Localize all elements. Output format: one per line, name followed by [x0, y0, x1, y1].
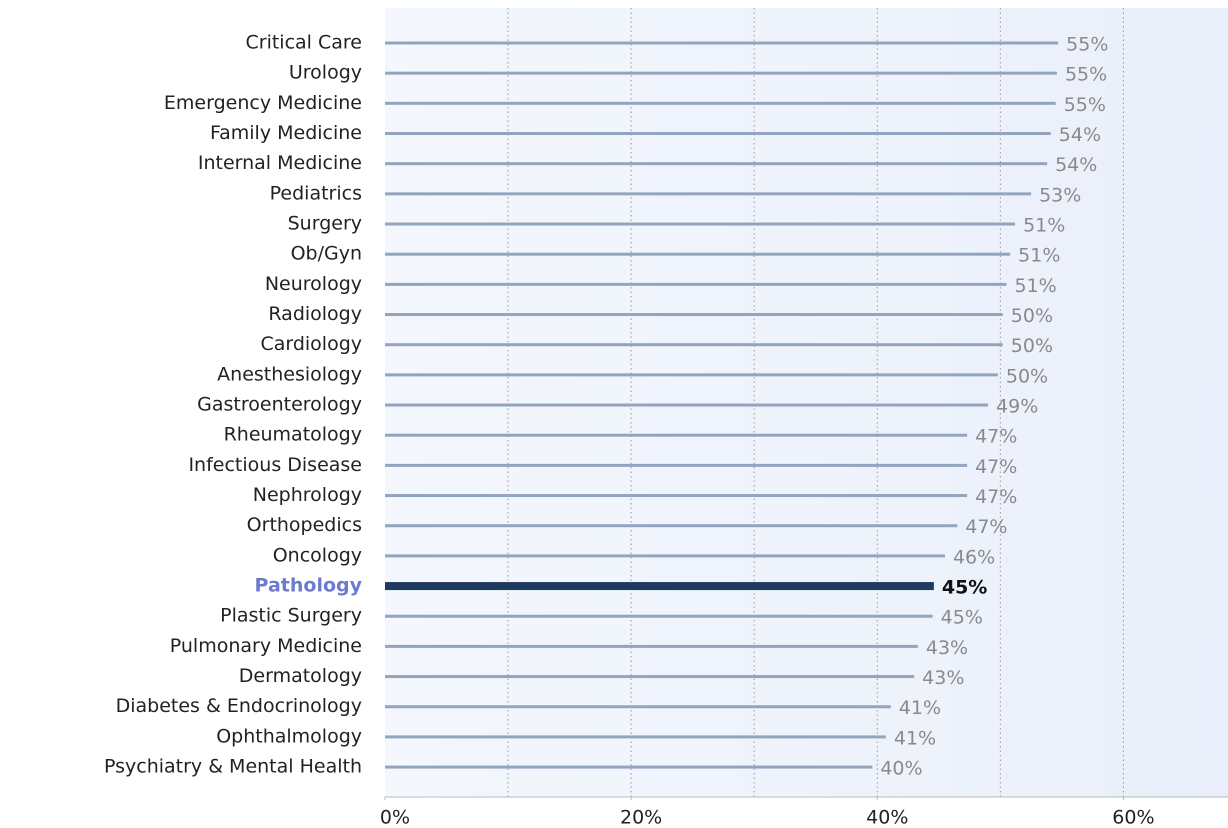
value-label: 55% — [1066, 34, 1108, 56]
category-label: Urology — [289, 62, 362, 84]
category-label: Rheumatology — [224, 424, 362, 446]
category-label: Internal Medicine — [198, 152, 362, 174]
bar — [385, 675, 915, 679]
bar — [385, 252, 1011, 256]
bar — [385, 222, 1016, 226]
value-label: 55% — [1064, 94, 1106, 116]
category-label: Infectious Disease — [188, 454, 362, 476]
value-label: 46% — [953, 546, 995, 568]
category-label: Oncology — [273, 544, 362, 566]
bar — [385, 313, 1003, 317]
category-label: Pathology — [255, 575, 363, 597]
bar — [385, 282, 1007, 286]
bar — [385, 644, 918, 648]
category-label: Psychiatry & Mental Health — [104, 756, 362, 778]
value-label: 45% — [941, 607, 983, 629]
bar — [385, 765, 873, 769]
value-label: 41% — [899, 697, 941, 719]
value-label: 43% — [922, 667, 964, 689]
value-label: 41% — [894, 727, 936, 749]
bar — [385, 132, 1051, 136]
value-label: 55% — [1065, 64, 1107, 86]
bar — [385, 705, 891, 709]
category-label: Critical Care — [246, 32, 363, 54]
category-label: Radiology — [268, 303, 362, 325]
category-label: Dermatology — [239, 665, 362, 687]
bar — [385, 494, 968, 498]
category-label: Family Medicine — [210, 122, 362, 144]
bar — [385, 41, 1059, 45]
value-label: 45% — [942, 577, 987, 599]
category-label: Pulmonary Medicine — [170, 635, 362, 657]
category-label: Plastic Surgery — [220, 605, 362, 627]
category-label: Surgery — [288, 213, 362, 235]
bar — [385, 192, 1032, 196]
bar — [385, 582, 934, 591]
value-label: 40% — [880, 758, 922, 780]
bar — [385, 373, 998, 377]
bar — [385, 524, 958, 528]
value-label: 50% — [1011, 305, 1053, 327]
category-label: Neurology — [265, 273, 362, 295]
bar — [385, 433, 968, 437]
value-label: 54% — [1055, 154, 1097, 176]
category-label: Diabetes & Endocrinology — [116, 695, 362, 717]
category-label: Orthopedics — [247, 514, 362, 536]
category-label: Ophthalmology — [216, 725, 362, 747]
x-tick-label: 60% — [1112, 807, 1154, 828]
category-label: Ob/Gyn — [291, 243, 362, 265]
bar — [385, 101, 1056, 105]
bar — [385, 463, 968, 467]
value-label: 50% — [1006, 365, 1048, 387]
plot-background — [385, 8, 1228, 797]
bar — [385, 162, 1048, 166]
value-label: 51% — [1014, 275, 1056, 297]
value-label: 47% — [975, 456, 1017, 478]
value-label: 54% — [1059, 124, 1101, 146]
bar — [385, 403, 989, 407]
value-label: 51% — [1018, 245, 1060, 267]
value-label: 49% — [996, 396, 1038, 418]
value-label: 50% — [1011, 335, 1053, 357]
x-tick-label: 20% — [620, 807, 662, 828]
bar — [385, 71, 1057, 75]
bar — [385, 614, 933, 618]
x-tick-label: 0% — [380, 807, 410, 828]
value-label: 47% — [965, 516, 1007, 538]
value-label: 47% — [975, 486, 1017, 508]
category-label: Gastroenterology — [197, 394, 362, 416]
x-tick-label: 40% — [866, 807, 908, 828]
bar — [385, 554, 945, 558]
category-label: Nephrology — [253, 484, 362, 506]
category-label: Anesthesiology — [217, 363, 362, 385]
value-label: 51% — [1023, 215, 1065, 237]
value-label: 47% — [975, 426, 1017, 448]
category-label: Cardiology — [260, 333, 362, 355]
bar — [385, 343, 1003, 347]
value-label: 53% — [1039, 184, 1081, 206]
bar — [385, 735, 886, 739]
category-label: Emergency Medicine — [164, 92, 362, 114]
value-label: 43% — [926, 637, 968, 659]
category-label: Pediatrics — [270, 182, 362, 204]
